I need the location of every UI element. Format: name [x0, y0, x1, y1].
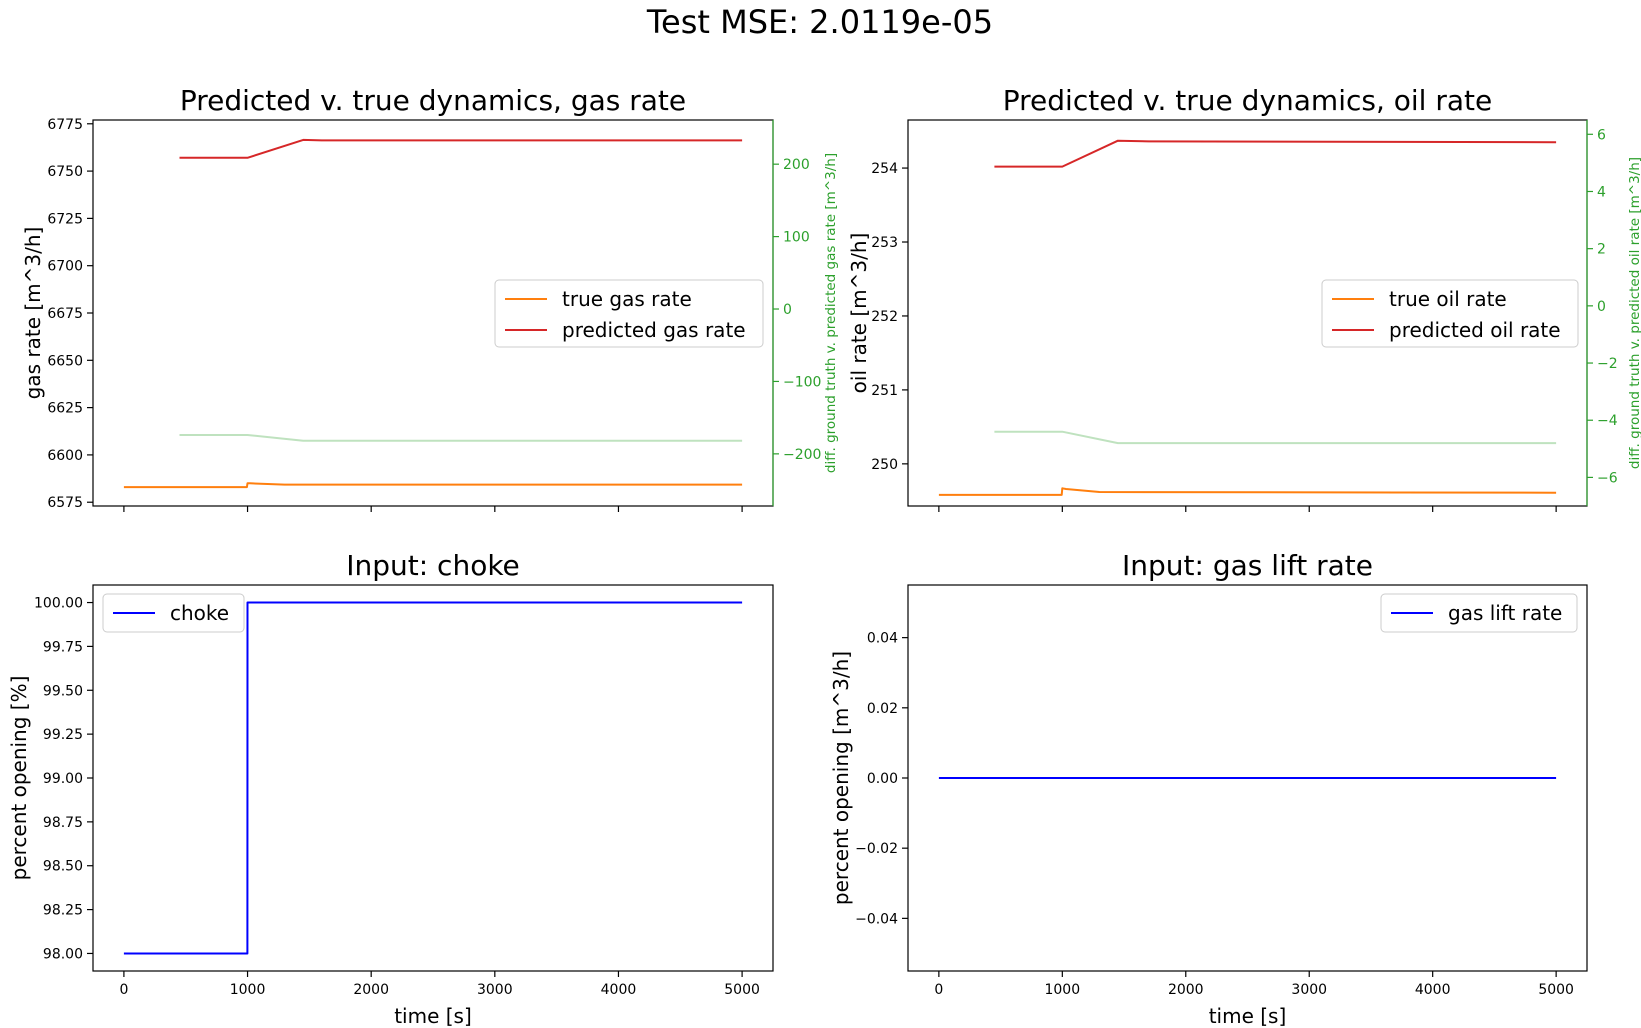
y-tick-label: 0.04: [867, 631, 898, 647]
panel-choke: Input: choke 0 1000 2000 3000 4000 5000 98.00 98…: [7, 549, 774, 1028]
y-tick-label-right: −4: [1597, 413, 1618, 429]
legend-box: [1380, 593, 1578, 633]
y-tick-label: 6675: [47, 306, 83, 322]
y-tick-label: −0.02: [855, 841, 898, 857]
panel-title: Predicted v. true dynamics, gas rate: [180, 84, 686, 117]
series-line-true-gas-rate: [123, 482, 743, 489]
y-tick-label-right: 200: [783, 157, 810, 173]
series-line-true-oil-rate: [938, 487, 1557, 496]
y-tick-label: 6725: [47, 211, 83, 227]
y-tick-label-right: 0: [783, 302, 792, 318]
y-axis-label-right: diff. ground truth v. predicted gas rate…: [823, 153, 839, 473]
legend: choke: [102, 593, 245, 633]
y-tick-label: 0.00: [867, 771, 898, 787]
y-tick-label-right: 0: [1597, 299, 1606, 315]
series-line-predicted-oil-rate: [994, 139, 1557, 168]
x-tick-label: 4000: [1415, 982, 1451, 998]
x-tick-label: 5000: [1538, 982, 1574, 998]
y-tick-label-right: 6: [1597, 127, 1606, 143]
y-tick-label-right: 4: [1597, 184, 1606, 200]
legend-label: predicted gas rate: [562, 318, 746, 342]
legend-label: choke: [170, 601, 229, 625]
figure-suptitle: Test MSE: 2.0119e-05: [646, 3, 993, 41]
y-tick-label: 6700: [47, 259, 83, 275]
x-tick-label: 0: [119, 982, 128, 998]
y-tick-label: 6750: [47, 164, 83, 180]
y-tick-label: 6775: [47, 117, 83, 133]
series-group: [123, 601, 743, 955]
y-tick-label: 98.00: [43, 946, 83, 962]
series-line-diff-gas: [179, 434, 743, 442]
y-tick-label: 0.02: [867, 701, 898, 717]
legend-box: [102, 593, 245, 633]
y-tick-label: 98.25: [43, 903, 83, 919]
x-tick-label: 1000: [1044, 982, 1080, 998]
series-line-predicted-gas-rate: [179, 138, 743, 159]
y-axis-label-right: diff. ground truth v. predicted oil rate…: [1627, 157, 1641, 469]
y-tick-label: 6625: [47, 401, 83, 417]
y-tick-label-right: −2: [1597, 356, 1618, 372]
legend-label: true gas rate: [562, 287, 692, 311]
x-tick-label: 1000: [230, 982, 266, 998]
y-tick-label: 99.00: [43, 771, 83, 787]
legend-label: predicted oil rate: [1389, 318, 1561, 342]
y-tick-label: 98.50: [43, 859, 83, 875]
legend: gas lift rate: [1380, 593, 1578, 633]
y-tick-label: 99.50: [43, 683, 83, 699]
y-tick-label: 254: [871, 161, 898, 177]
legend-label: gas lift rate: [1448, 601, 1562, 625]
legend: true gas rate predicted gas rate: [494, 279, 764, 348]
y-tick-label: −0.04: [855, 911, 898, 927]
y-axis-label: percent opening [m^3/h]: [829, 651, 853, 905]
y-tick-label: 100.00: [34, 596, 83, 612]
panel-title: Predicted v. true dynamics, oil rate: [1003, 84, 1492, 117]
y-tick-label-right: 2: [1597, 242, 1606, 258]
y-tick-label: 252: [871, 309, 898, 325]
y-tick-label-right: −6: [1597, 470, 1618, 486]
panel-gaslift: Input: gas lift rate 0 1000 2000 3000 4000 500…: [829, 549, 1588, 1028]
x-tick-label: 2000: [1168, 982, 1204, 998]
panel-title: Input: gas lift rate: [1122, 549, 1373, 582]
y-axis-label: oil rate [m^3/h]: [847, 233, 871, 394]
y-axis-label: gas rate [m^3/h]: [21, 227, 45, 400]
panel-title: Input: choke: [346, 549, 520, 582]
panel-oil: Predicted v. true dynamics, oil rate 250 2…: [847, 84, 1641, 512]
y-tick-label: 6600: [47, 448, 83, 464]
series-line-diff-oil: [994, 430, 1557, 445]
y-tick-label: 6575: [47, 495, 83, 511]
y-tick-label: 250: [871, 457, 898, 473]
x-tick-label: 2000: [353, 982, 389, 998]
x-tick-label: 4000: [601, 982, 637, 998]
y-tick-label: 99.75: [43, 639, 83, 655]
x-tick-label: 3000: [477, 982, 513, 998]
y-tick-label: 6650: [47, 353, 83, 369]
y-tick-label-right: −100: [783, 374, 821, 390]
series-line-choke: [123, 601, 743, 955]
legend: true oil rate predicted oil rate: [1321, 279, 1579, 348]
y-tick-label: 98.75: [43, 815, 83, 831]
y-tick-label-right: −200: [783, 447, 821, 463]
x-tick-label: 3000: [1291, 982, 1327, 998]
x-tick-label: 0: [934, 982, 943, 998]
y-tick-label: 251: [871, 383, 898, 399]
panel-gas: Predicted v. true dynamics, gas rate 6575…: [21, 84, 839, 512]
legend-label: true oil rate: [1389, 287, 1507, 311]
legend-box: [1321, 279, 1579, 348]
legend-box: [494, 279, 764, 348]
y-tick-label-right: 100: [783, 230, 810, 246]
y-tick-label: 99.25: [43, 727, 83, 743]
x-tick-label: 5000: [724, 982, 760, 998]
series-group: [123, 138, 743, 489]
x-axis-label: time [s]: [1209, 1004, 1287, 1028]
x-axis-label: time [s]: [394, 1004, 472, 1028]
y-tick-label: 253: [871, 235, 898, 251]
y-axis-label: percent opening [%]: [7, 676, 31, 881]
series-group: [938, 139, 1557, 496]
